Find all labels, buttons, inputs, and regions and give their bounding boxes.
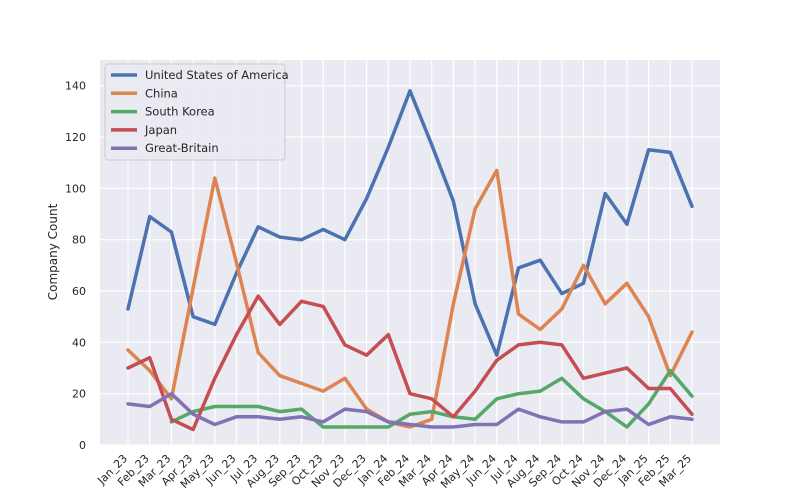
y-tick-label: 80 (72, 234, 86, 247)
y-tick-label: 20 (72, 388, 86, 401)
y-tick-label: 0 (79, 439, 86, 452)
x-axis-ticks: Jan_23Feb_23Mar_23Apr_23May_23Jun_23Jul_… (94, 452, 694, 491)
series-line-china (126, 168, 694, 429)
legend-box (104, 63, 286, 161)
legend-label-great-britain: Great-Britain (145, 141, 219, 155)
legend-label-south-korea: South Korea (145, 105, 215, 119)
y-tick-label: 100 (65, 182, 86, 195)
y-tick-label: 120 (65, 131, 86, 144)
series-line-japan (126, 294, 694, 432)
legend-label-japan: Japan (144, 123, 177, 137)
y-axis-title: Company Count (46, 203, 60, 300)
series-line-united-states-of-america (126, 89, 694, 357)
y-axis-ticks: 0 20 40 60 80 100 120 140 (65, 80, 86, 452)
y-tick-label: 60 (72, 285, 86, 298)
legend: United States of America China South Korea… (104, 63, 289, 161)
legend-label-china: China (145, 86, 178, 100)
y-tick-label: 40 (72, 336, 86, 349)
series-layer (126, 89, 694, 432)
series-line-great-britain (126, 391, 694, 429)
legend-label-united-states-of-america: United States of America (145, 68, 289, 82)
y-tick-label: 140 (65, 80, 86, 93)
